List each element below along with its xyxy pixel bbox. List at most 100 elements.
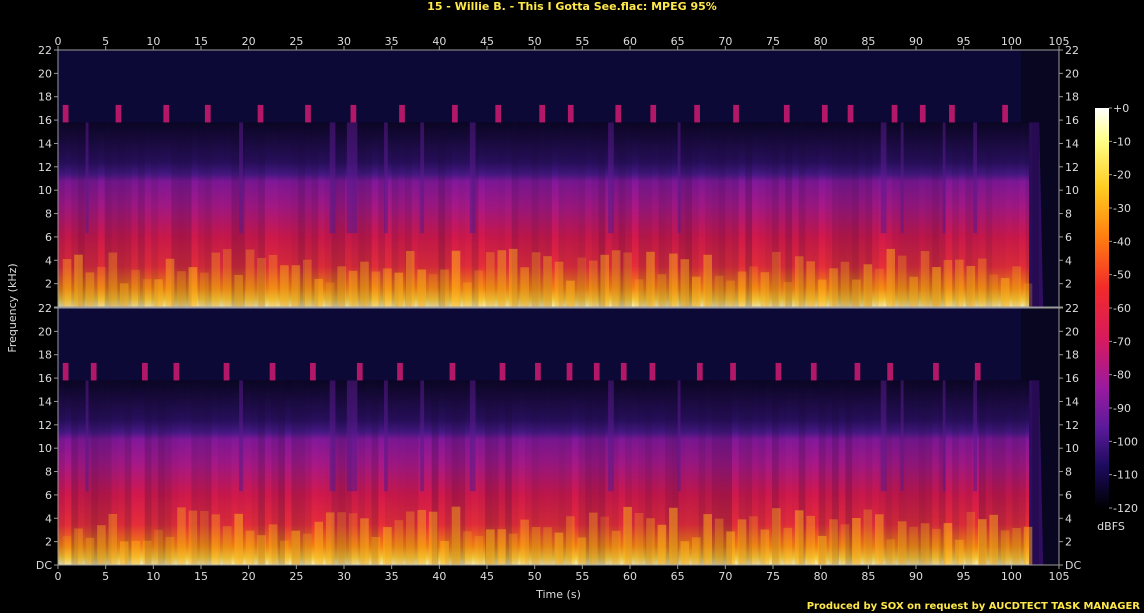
quiet-gaps <box>85 380 978 492</box>
low-frequency-bursts <box>62 248 1033 307</box>
credit-text: Produced by SOX on request by AUCDTECT T… <box>806 601 1140 612</box>
y-tick-label-right: 4 <box>1065 254 1072 267</box>
x-tick-label-bottom: 80 <box>814 570 828 583</box>
x-tick-label-bottom: 5 <box>102 570 109 583</box>
y-tick-label-left: 6 <box>45 231 52 244</box>
x-tick-label-bottom: 15 <box>194 570 208 583</box>
x-tick-label-top: 55 <box>575 35 589 48</box>
colorbar-tick-label: -80 <box>1113 369 1131 382</box>
x-tick-label-bottom: 105 <box>1049 570 1070 583</box>
y-tick-label-left: 18 <box>38 91 52 104</box>
spectrogram-panels <box>58 50 1059 565</box>
y-tick-label-left: 18 <box>38 349 52 362</box>
colorbar-tick-label: -100 <box>1113 435 1138 448</box>
y-tick-label-left: DC <box>36 559 52 572</box>
x-tick-label-bottom: 55 <box>575 570 589 583</box>
transient-peaks <box>62 104 1008 123</box>
y-tick-label-left: 6 <box>45 489 52 502</box>
fade-out-tail <box>1029 380 1044 565</box>
colorbar-label: dBFS <box>1097 520 1125 533</box>
colorbar-tick-label: -110 <box>1113 469 1138 482</box>
y-tick-label-right: 10 <box>1065 184 1079 197</box>
x-tick-label-top: 45 <box>480 35 494 48</box>
x-tick-label-bottom: 45 <box>480 570 494 583</box>
colorbar-tick-label: -50 <box>1113 269 1131 282</box>
y-tick-label-left: 8 <box>45 208 52 221</box>
x-tick-label-bottom: 20 <box>242 570 256 583</box>
x-tick-label-top: 5 <box>102 35 109 48</box>
y-tick-label-right: 20 <box>1065 67 1079 80</box>
x-tick-label-top: 0 <box>55 35 62 48</box>
y-tick-label-right: 22 <box>1065 302 1079 315</box>
channel-panel-1 <box>58 50 1059 307</box>
x-tick-label-bottom: 85 <box>861 570 875 583</box>
y-tick-label-left: 4 <box>45 254 52 267</box>
x-tick-label-bottom: 35 <box>385 570 399 583</box>
quiet-gaps <box>85 122 978 234</box>
colorbar-tick-label: -30 <box>1113 202 1131 215</box>
x-tick-label-top: 60 <box>623 35 637 48</box>
y-tick-label-right: 18 <box>1065 91 1079 104</box>
y-tick-label-left: 2 <box>45 278 52 291</box>
y-tick-label-right: 14 <box>1065 395 1079 408</box>
y-tick-label-right: 6 <box>1065 231 1072 244</box>
y-tick-label-left: 20 <box>38 67 52 80</box>
colorbar-tick-label: +0 <box>1113 102 1129 115</box>
x-tick-label-top: 30 <box>337 35 351 48</box>
y-tick-label-left: 14 <box>38 137 52 150</box>
spectral-energy <box>58 122 1030 307</box>
channel-panel-2 <box>58 308 1059 565</box>
x-tick-label-bottom: 70 <box>718 570 732 583</box>
y-tick-label-right: DC <box>1065 559 1081 572</box>
y-tick-label-right: 18 <box>1065 349 1079 362</box>
x-tick-label-bottom: 100 <box>1001 570 1022 583</box>
y-axis-label: Frequency (kHz) <box>6 263 19 352</box>
x-tick-label-bottom: 50 <box>528 570 542 583</box>
colorbar-tick-label: -120 <box>1113 502 1138 515</box>
colorbar-tick-label: -60 <box>1113 302 1131 315</box>
x-tick-label-bottom: 30 <box>337 570 351 583</box>
x-tick-label-bottom: 40 <box>432 570 446 583</box>
y-tick-label-left: 22 <box>38 44 52 57</box>
y-tick-label-left: 12 <box>38 161 52 174</box>
x-tick-label-top: 80 <box>814 35 828 48</box>
x-tick-label-bottom: 95 <box>957 570 971 583</box>
colorbar-gradient <box>1095 108 1109 508</box>
panel-frame <box>57 307 1060 566</box>
x-tick-label-bottom: 60 <box>623 570 637 583</box>
x-tick-label-top: 40 <box>432 35 446 48</box>
colorbar-tick-label: -90 <box>1113 402 1131 415</box>
y-tick-label-left: 8 <box>45 466 52 479</box>
x-tick-label-top: 15 <box>194 35 208 48</box>
y-tick-label-right: 14 <box>1065 137 1079 150</box>
x-tick-label-top: 100 <box>1001 35 1022 48</box>
y-tick-label-right: 16 <box>1065 114 1079 127</box>
y-tick-label-left: 10 <box>38 184 52 197</box>
colorbar-tick-label: -70 <box>1113 335 1131 348</box>
chart-title: 15 - Willie B. - This I Gotta See.flac: … <box>427 0 717 13</box>
transient-peaks <box>62 362 981 381</box>
y-tick-label-left: 10 <box>38 442 52 455</box>
x-tick-label-bottom: 25 <box>289 570 303 583</box>
y-tick-label-left: 16 <box>38 114 52 127</box>
panel-frame <box>57 49 1060 308</box>
x-tick-label-top: 65 <box>671 35 685 48</box>
x-tick-label-top: 75 <box>766 35 780 48</box>
y-tick-label-right: 16 <box>1065 372 1079 385</box>
x-tick-label-bottom: 0 <box>55 570 62 583</box>
y-tick-label-right: 12 <box>1065 161 1079 174</box>
x-tick-label-top: 85 <box>861 35 875 48</box>
x-tick-label-top: 105 <box>1049 35 1070 48</box>
x-tick-label-top: 95 <box>957 35 971 48</box>
y-tick-label-right: 8 <box>1065 466 1072 479</box>
y-tick-label-right: 6 <box>1065 489 1072 502</box>
y-tick-label-left: 12 <box>38 419 52 432</box>
y-tick-label-left: 14 <box>38 395 52 408</box>
colorbar-tick-label: -10 <box>1113 135 1131 148</box>
x-tick-label-top: 25 <box>289 35 303 48</box>
x-tick-label-bottom: 65 <box>671 570 685 583</box>
fade-out-tail <box>1029 122 1044 307</box>
x-tick-label-bottom: 90 <box>909 570 923 583</box>
